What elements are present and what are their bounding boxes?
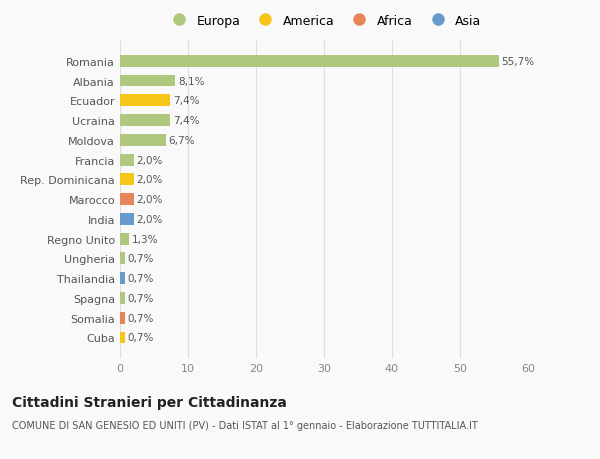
Text: 0,7%: 0,7% — [127, 274, 154, 284]
Text: 2,0%: 2,0% — [136, 175, 163, 185]
Text: 2,0%: 2,0% — [136, 214, 163, 224]
Text: 2,0%: 2,0% — [136, 195, 163, 205]
Bar — [120, 312, 125, 324]
Text: 55,7%: 55,7% — [502, 56, 535, 67]
Text: 2,0%: 2,0% — [136, 155, 163, 165]
Bar — [120, 253, 125, 265]
Legend: Europa, America, Africa, Asia: Europa, America, Africa, Asia — [161, 10, 487, 33]
Text: 0,7%: 0,7% — [127, 293, 154, 303]
Text: 0,7%: 0,7% — [127, 313, 154, 323]
Bar — [120, 233, 129, 245]
Bar — [120, 154, 134, 166]
Text: 0,7%: 0,7% — [127, 333, 154, 343]
Bar — [120, 213, 134, 225]
Bar — [120, 292, 125, 304]
Bar — [120, 332, 125, 344]
Bar — [120, 115, 170, 127]
Text: 7,4%: 7,4% — [173, 116, 200, 126]
Bar — [120, 56, 499, 67]
Text: 0,7%: 0,7% — [127, 254, 154, 264]
Text: 7,4%: 7,4% — [173, 96, 200, 106]
Bar — [120, 194, 134, 206]
Bar — [120, 95, 170, 107]
Bar — [120, 174, 134, 186]
Text: COMUNE DI SAN GENESIO ED UNITI (PV) - Dati ISTAT al 1° gennaio - Elaborazione TU: COMUNE DI SAN GENESIO ED UNITI (PV) - Da… — [12, 420, 478, 430]
Text: 8,1%: 8,1% — [178, 76, 204, 86]
Bar — [120, 75, 175, 87]
Text: 1,3%: 1,3% — [131, 234, 158, 244]
Bar — [120, 273, 125, 285]
Text: Cittadini Stranieri per Cittadinanza: Cittadini Stranieri per Cittadinanza — [12, 395, 287, 409]
Bar — [120, 134, 166, 146]
Text: 6,7%: 6,7% — [168, 135, 195, 146]
